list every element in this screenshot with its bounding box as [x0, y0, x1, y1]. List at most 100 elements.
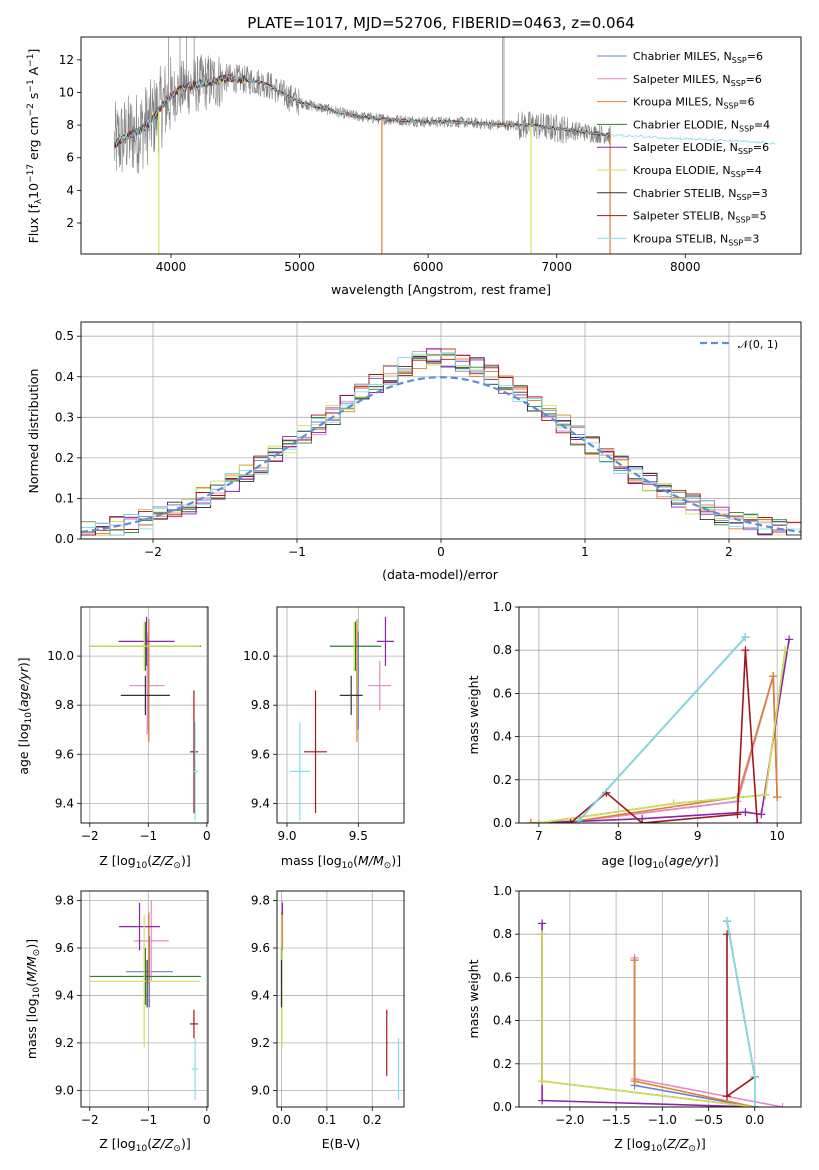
x-tick-label: 0 [437, 545, 445, 559]
hist-ylabel: Normed distribution [26, 369, 41, 494]
legend-entry: Kroupa STELIB, NSSP=3 [633, 232, 759, 247]
y-tick-label: 0.0 [493, 816, 512, 830]
y-tick-label: 0.2 [55, 451, 74, 465]
y-tick-label: 8 [66, 118, 74, 132]
mE-xlabel: E(B-V) [322, 1136, 361, 1151]
x-tick-label: 5000 [284, 260, 315, 274]
y-tick-label: 0.0 [493, 1100, 512, 1114]
y-tick-label: 2 [66, 216, 74, 230]
axes-frame [276, 890, 405, 1108]
axes-frame [276, 606, 405, 824]
weight-line [538, 650, 786, 823]
plot-area [81, 347, 801, 536]
x-tick-label: 0 [203, 829, 211, 843]
age-vs-metallicity-panel: −2 −1 0 9.4 9.6 9.8 10.0 [47, 606, 211, 843]
x-tick-label: 8 [614, 829, 622, 843]
plot-area [88, 616, 201, 821]
y-tick-label: 9.6 [251, 747, 270, 761]
legend-entry: Salpeter ELODIE, NSSP=6 [633, 141, 769, 156]
axes-frame [518, 606, 802, 824]
legend-entry: Kroupa MILES, NSSP=6 [633, 96, 755, 111]
plot-area [88, 900, 201, 1100]
legend-entry: Kroupa ELODIE, NSSP=4 [633, 164, 762, 179]
y-tick-label: 0.0 [55, 532, 74, 546]
axes-frame [80, 890, 209, 1108]
ageM-xlabel: mass [log10(M/M⊙)] [281, 853, 401, 871]
wAge-ylabel: mass weight [466, 675, 481, 754]
y-tick-label: 9.8 [55, 893, 74, 907]
weight-vs-age-panel: 7 8 9 10 0.0 0.2 0.4 0.6 0.8 1.0 [493, 600, 802, 843]
y-tick-label: 9.4 [251, 988, 270, 1002]
weight-line [578, 636, 746, 822]
y-tick-label: 9.0 [55, 1083, 74, 1097]
y-tick-label: 9.2 [251, 1036, 270, 1050]
x-tick-label: 8000 [670, 260, 701, 274]
y-tick-label: 9.6 [55, 747, 74, 761]
plot-area [289, 616, 395, 821]
mass-vs-metallicity-panel: −2 −1 0 9.0 9.2 9.4 9.6 9.8 [55, 890, 211, 1127]
x-tick-label: 6000 [413, 260, 444, 274]
wZ-ylabel: mass weight [466, 959, 481, 1038]
x-tick-label: 9 [694, 829, 702, 843]
y-tick-label: 0.4 [55, 370, 74, 384]
y-tick-label: 9.4 [55, 988, 74, 1002]
x-tick-label: 7 [535, 829, 543, 843]
x-tick-label: 10 [770, 829, 785, 843]
legend-entry: Chabrier MILES, NSSP=6 [633, 50, 763, 65]
age-vs-mass-panel: 9.0 9.5 9.4 9.6 9.8 10.0 [243, 606, 405, 843]
x-tick-label: −2.0 [555, 1113, 584, 1127]
normal-curve-legend-label: 𝒩(0, 1) [738, 338, 778, 351]
y-tick-label: 1.0 [493, 884, 512, 898]
y-tick-label: 9.8 [251, 893, 270, 907]
spectrum-panel: 4000 5000 6000 7000 8000 2 4 6 8 10 12 Chabrier MIL… [59, 36, 802, 274]
hist-xlabel: (data-model)/error [382, 567, 499, 582]
plot-area [538, 917, 787, 1107]
legend-entry: Salpeter STELIB, NSSP=5 [633, 210, 767, 225]
residual-histogram-panel: −2 −1 0 1 2 0.0 0.1 0.2 0.3 0.4 0.5 𝒩(0, 1) [55, 321, 802, 559]
y-tick-label: 10.0 [47, 649, 74, 663]
y-tick-label: 0.2 [493, 773, 512, 787]
x-tick-label: −0.5 [694, 1113, 723, 1127]
legend-entry: Chabrier STELIB, NSSP=3 [633, 187, 768, 202]
model-spectrum-extension [610, 133, 776, 145]
y-tick-label: 9.4 [251, 796, 270, 810]
x-tick-label: −2 [144, 545, 162, 559]
y-tick-label: 9.0 [251, 1083, 270, 1097]
x-tick-label: 0.0 [745, 1113, 764, 1127]
spectrum-legend: Chabrier MILES, NSSP=6 Salpeter MILES, NS… [597, 50, 770, 247]
plot-area [114, 37, 776, 254]
x-tick-label: 7000 [541, 260, 572, 274]
x-tick-label: −1 [139, 829, 157, 843]
wZ-xlabel: Z [log10(Z/Z⊙)] [614, 1136, 705, 1154]
weight-vs-metallicity-panel: −2.0 −1.5 −1.0 −0.5 0.0 0.0 0.2 0.4 0.6 0.8 1.0 [493, 884, 802, 1127]
y-tick-label: 0.4 [493, 1014, 512, 1028]
x-tick-label: 9.5 [349, 829, 368, 843]
x-tick-label: −1.5 [602, 1113, 631, 1127]
x-tick-label: 2 [725, 545, 733, 559]
x-tick-label: −1 [139, 1113, 157, 1127]
model-spectrum-line [114, 74, 611, 146]
x-tick-label: 0.0 [272, 1113, 291, 1127]
x-tick-label: 9.0 [277, 829, 296, 843]
y-tick-label: 12 [59, 53, 74, 67]
model-histogram-step [81, 355, 801, 536]
wAge-xlabel: age [log10(age/yr)] [601, 853, 718, 871]
x-tick-label: 4000 [156, 260, 187, 274]
x-tick-label: −2 [81, 1113, 99, 1127]
spectrum-data-line [114, 54, 611, 174]
y-tick-label: 9.2 [55, 1036, 74, 1050]
y-tick-label: 9.8 [55, 698, 74, 712]
x-tick-label: 0.1 [317, 1113, 336, 1127]
legend-entry: Salpeter MILES, NSSP=6 [633, 73, 762, 88]
spectrum-title: PLATE=1017, MJD=52706, FIBERID=0463, z=0… [247, 14, 634, 32]
y-tick-label: 9.6 [251, 941, 270, 955]
y-tick-label: 0.8 [493, 643, 512, 657]
mZ-xlabel: Z [log10(Z/Z⊙)] [99, 1136, 190, 1154]
y-tick-label: 0.5 [55, 329, 74, 343]
y-tick-label: 4 [66, 183, 74, 197]
y-tick-label: 0.8 [493, 927, 512, 941]
y-tick-label: 0.6 [493, 970, 512, 984]
x-tick-label: 1 [581, 545, 589, 559]
legend-entry: Chabrier ELODIE, NSSP=4 [633, 118, 770, 133]
y-tick-label: 10.0 [243, 649, 270, 663]
